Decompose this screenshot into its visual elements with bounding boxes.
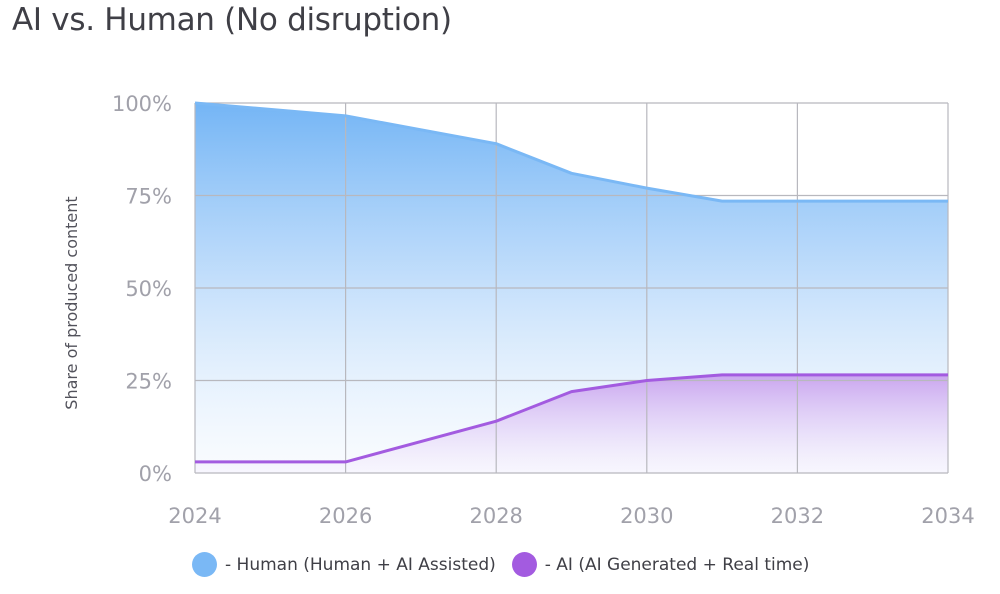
x-tick-label-3: 2030 [620, 504, 673, 528]
y-tick-label-2: 50% [125, 277, 172, 301]
y-tick-label-0: 0% [139, 462, 172, 486]
x-tick-label-1: 2026 [319, 504, 372, 528]
legend-label-human: - Human (Human + AI Assisted) [225, 554, 496, 575]
y-axis-ticks: 0% 25% 50% 75% 100% [112, 92, 172, 486]
legend-swatch-human [192, 552, 217, 577]
grid [194, 102, 949, 474]
chart-title: AI vs. Human (No disruption) [12, 2, 452, 38]
series-lines [194, 101, 948, 464]
x-axis-ticks: 2024 2026 2028 2030 2032 2034 [168, 504, 974, 528]
y-tick-label-1: 25% [125, 370, 172, 394]
x-tick-label-5: 2034 [921, 504, 974, 528]
legend-label-ai: - AI (AI Generated + Real time) [544, 554, 810, 575]
y-axis-title: Share of produced content [62, 196, 81, 409]
x-tick-label-2: 2028 [469, 504, 522, 528]
y-tick-label-4: 100% [112, 92, 172, 116]
legend-item-human: - Human (Human + AI Assisted) [192, 552, 496, 577]
x-tick-label-0: 2024 [168, 504, 221, 528]
legend-swatch-ai [511, 552, 537, 577]
line-ai [195, 373, 948, 464]
x-tick-label-4: 2032 [771, 504, 824, 528]
legend: - Human (Human + AI Assisted) - AI (AI G… [192, 552, 825, 577]
line-human [194, 101, 948, 203]
legend-item-ai: - AI (AI Generated + Real time) [511, 552, 810, 577]
y-tick-label-3: 75% [125, 185, 172, 209]
area-ai [195, 374, 948, 473]
